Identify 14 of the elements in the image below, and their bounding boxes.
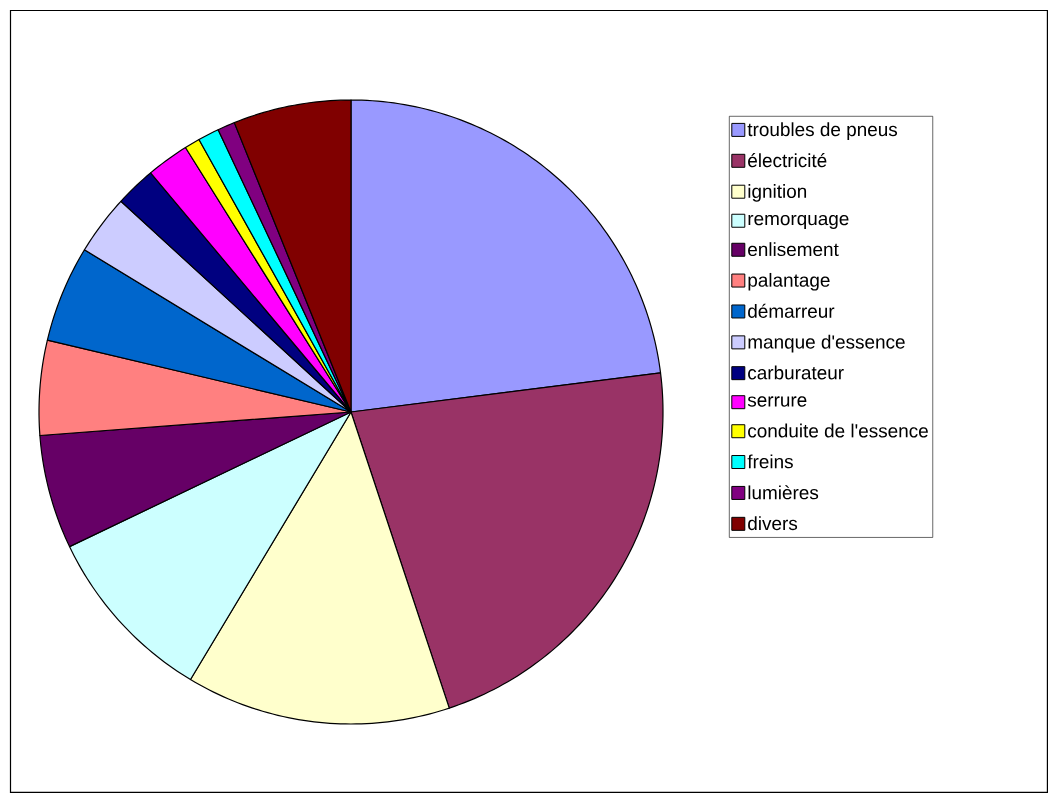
legend-label: divers: [748, 516, 798, 531]
legend-label: enlisement: [748, 242, 839, 257]
legend-label: palantage: [748, 272, 830, 291]
legend-label: freins: [747, 454, 793, 469]
legend-label: serrure: [747, 396, 807, 407]
legend-label: lumières: [748, 485, 819, 500]
legend-label: troubles de pneus: [747, 122, 898, 140]
legend-label: remorquage: [748, 214, 849, 229]
legend-label: conduite de l'essence: [748, 423, 928, 438]
legend-label: ignition: [748, 184, 807, 202]
legend-label: électricité: [748, 153, 827, 168]
legend-label: démarreur: [748, 303, 835, 318]
legend-label: manque d'essence: [748, 334, 905, 353]
legend-label: carburateur: [748, 365, 844, 380]
